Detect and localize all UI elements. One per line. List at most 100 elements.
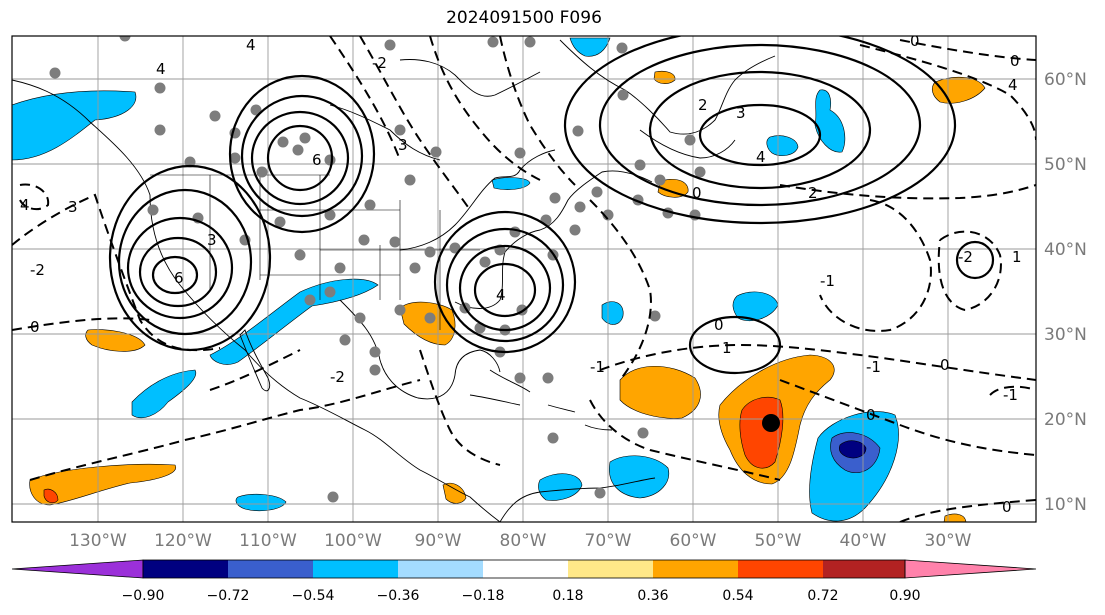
svg-text:-2: -2 <box>30 261 45 279</box>
svg-text:6: 6 <box>174 269 184 287</box>
red-patch-hurricane <box>739 397 784 469</box>
svg-text:4: 4 <box>156 60 166 78</box>
lon-label: 50°W <box>755 531 802 551</box>
lon-label: 110°W <box>239 531 297 551</box>
colorbar-under-arrow <box>11 559 144 579</box>
svg-text:-1: -1 <box>590 358 605 376</box>
colorbar-tick: −0.90 <box>122 588 165 604</box>
svg-text:3: 3 <box>398 136 408 154</box>
lon-label: 30°W <box>925 531 972 551</box>
svg-text:4: 4 <box>756 148 766 166</box>
cyan-patch-pacific-nw <box>12 90 137 161</box>
colorbar-segment <box>398 560 483 578</box>
colorbar-segment <box>143 560 228 578</box>
svg-text:0: 0 <box>1010 52 1020 70</box>
colorbar-segment <box>228 560 313 578</box>
lat-label: 50°N <box>1044 155 1087 175</box>
svg-text:4: 4 <box>20 196 30 214</box>
colorbar-tick: −0.54 <box>292 588 335 604</box>
svg-text:3: 3 <box>736 104 746 122</box>
cyan-patch-labrador-sea <box>766 135 799 156</box>
navy-patch-tropical-atlantic <box>838 440 867 459</box>
colorbar-tick: 0.18 <box>552 588 583 604</box>
colorbar-segment <box>653 560 738 578</box>
orange-patch-nicaragua <box>442 482 467 504</box>
colorbar: −0.90 −0.72 −0.54 −0.36 −0.18 0.18 0.36 … <box>11 559 1037 604</box>
svg-text:4: 4 <box>496 286 506 304</box>
svg-text:1: 1 <box>722 339 732 357</box>
lon-label: 120°W <box>154 531 212 551</box>
cyan-patch-bermuda <box>601 301 624 325</box>
cyan-patch-mid-atlantic <box>732 291 779 322</box>
lon-label: 60°W <box>670 531 717 551</box>
svg-text:2: 2 <box>808 184 818 202</box>
svg-text:6: 6 <box>312 151 322 169</box>
cyan-patch-north-atlantic <box>814 89 846 153</box>
svg-text:0: 0 <box>30 318 40 336</box>
orange-patch-cabo-verde <box>943 513 967 522</box>
colorbar-tick: −0.36 <box>377 588 420 604</box>
storm-center-marker <box>762 414 780 432</box>
map-frame <box>11 35 1037 523</box>
lon-label: 40°W <box>840 531 887 551</box>
lon-label: 80°W <box>500 531 547 551</box>
colorbar-segment <box>313 560 398 578</box>
lat-label: 20°N <box>1044 410 1087 430</box>
lon-label: 90°W <box>415 531 462 551</box>
lon-label: 130°W <box>69 531 127 551</box>
svg-text:0: 0 <box>714 316 724 334</box>
lat-label: 60°N <box>1044 70 1087 90</box>
colorbar-tick: 0.54 <box>722 588 753 604</box>
solid-contours <box>108 36 995 375</box>
station-dots <box>49 36 706 503</box>
contour-labels: 4 -2 4 6 6 3 3 4 2 3 4 2 0 0 1 -1 -2 1 0… <box>20 32 1022 516</box>
svg-text:-2: -2 <box>330 368 345 386</box>
svg-text:-2: -2 <box>372 54 387 72</box>
svg-text:3: 3 <box>68 198 78 216</box>
svg-text:-2: -2 <box>958 248 973 266</box>
svg-text:0: 0 <box>1002 498 1012 516</box>
svg-text:2: 2 <box>698 96 708 114</box>
svg-text:3: 3 <box>207 231 217 249</box>
colorbar-over-arrow <box>904 559 1037 579</box>
orange-patch-newfoundland <box>657 179 689 198</box>
svg-text:0: 0 <box>940 356 950 374</box>
lon-label: 100°W <box>324 531 382 551</box>
orange-patch-greenland <box>653 70 676 84</box>
lat-label: 10°N <box>1044 495 1087 515</box>
colorbar-segment <box>823 560 905 578</box>
colorbar-tick: 0.90 <box>889 588 920 604</box>
svg-text:4: 4 <box>246 36 256 54</box>
colorbar-tick: −0.18 <box>462 588 505 604</box>
svg-text:-1: -1 <box>866 358 881 376</box>
orange-patch-hawaii <box>85 329 146 352</box>
cyan-patch-caribbean-south <box>538 473 583 501</box>
colorbar-tick: 0.72 <box>807 588 838 604</box>
longitude-labels: 130°W 120°W 110°W 100°W 90°W 80°W 70°W 6… <box>69 531 972 551</box>
colorbar-tick: −0.72 <box>207 588 250 604</box>
svg-text:4: 4 <box>1008 76 1018 94</box>
lat-label: 30°N <box>1044 325 1087 345</box>
cyan-patch-east-pacific <box>131 369 197 419</box>
plot-title: 2024091500 F096 <box>446 8 602 28</box>
latitude-labels: 60°N 50°N 40°N 30°N 20°N 10°N <box>1044 70 1087 515</box>
svg-text:0: 0 <box>866 406 876 424</box>
cyan-patch-great-lakes <box>491 177 531 190</box>
svg-text:-1: -1 <box>820 272 835 290</box>
svg-text:1: 1 <box>1012 248 1022 266</box>
cyan-patch-gulf-of-california <box>209 278 379 365</box>
svg-text:0: 0 <box>692 184 702 202</box>
lon-label: 70°W <box>585 531 632 551</box>
svg-text:-1: -1 <box>1003 386 1018 404</box>
svg-text:0: 0 <box>910 32 920 50</box>
colorbar-segment <box>568 560 653 578</box>
cyan-patch-lesser-antilles <box>609 455 670 499</box>
dashed-contours <box>12 36 1036 522</box>
lat-label: 40°N <box>1044 240 1087 260</box>
cyan-patch-east-pacific-south <box>235 493 287 512</box>
cyan-patch-greenland <box>569 37 611 57</box>
colorbar-segment <box>738 560 823 578</box>
colorbar-tick: 0.36 <box>637 588 668 604</box>
red-patch-east-pacific-south <box>43 488 59 504</box>
